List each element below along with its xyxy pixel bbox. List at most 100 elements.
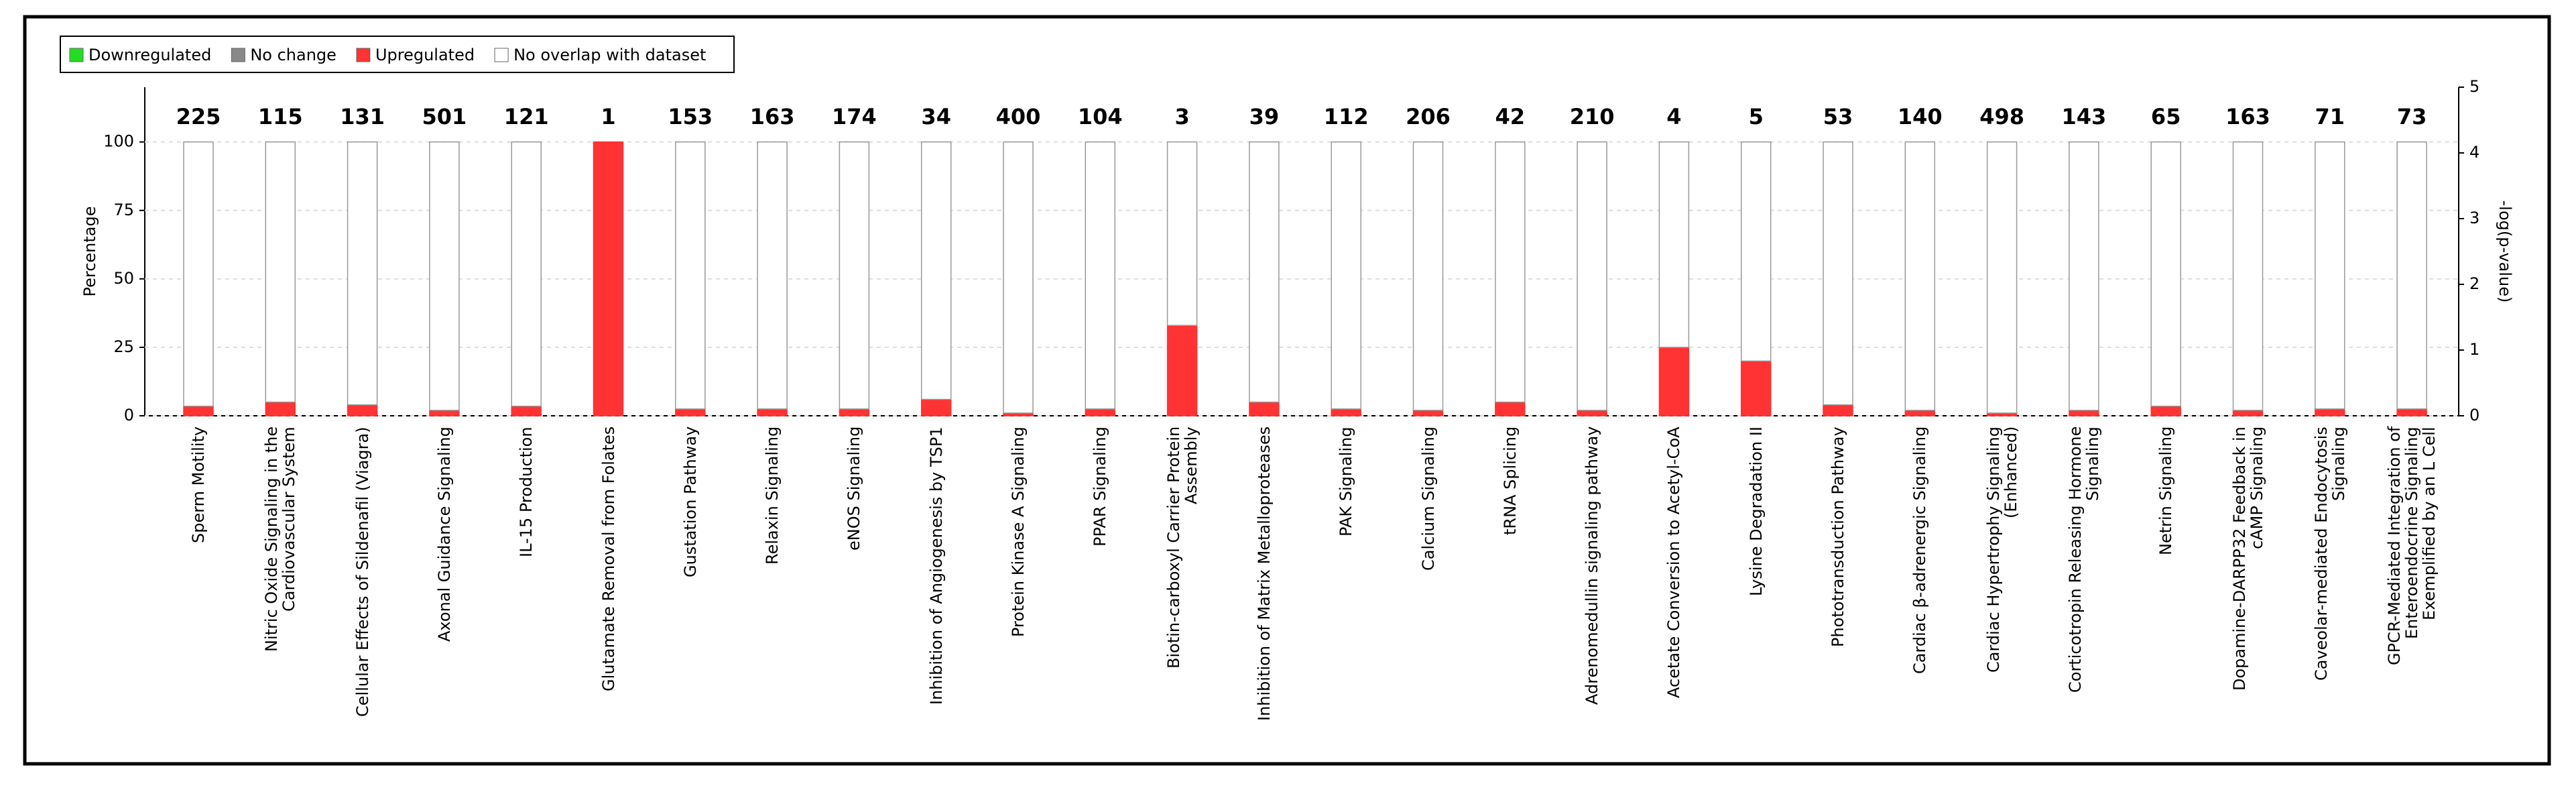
bar-segment bbox=[757, 141, 788, 410]
y-tick-label: 75 bbox=[113, 201, 134, 219]
x-tick-label: Corticotropin Releasing Hormone Signalin… bbox=[2065, 427, 2102, 693]
bar-total: 143 bbox=[2062, 104, 2107, 129]
x-tick-label: Cardiac Hypertrophy Signaling (Enhanced) bbox=[1983, 427, 2020, 673]
bar-total: 4 bbox=[1666, 104, 1681, 129]
bar-segment bbox=[839, 141, 870, 410]
bar-segment bbox=[2069, 141, 2099, 411]
bar-segment bbox=[593, 141, 624, 416]
bar-total: 210 bbox=[1570, 104, 1615, 129]
bar-segment bbox=[1166, 141, 1198, 327]
x-tick-label: Netrin Signaling bbox=[2156, 427, 2176, 556]
x-tick-label: Inhibition of Angiogenesis by TSP1 bbox=[926, 427, 946, 705]
bar-total: 39 bbox=[1249, 104, 1280, 129]
bar-total: 112 bbox=[1324, 104, 1369, 129]
bar-total: 498 bbox=[1979, 104, 2024, 129]
y-tick-label: 0 bbox=[124, 406, 134, 424]
legend-label: No overlap with dataset bbox=[513, 46, 706, 64]
x-tick-label: Glutamate Removal from Folates bbox=[599, 427, 618, 692]
x-tick-label: Nitric Oxide Signaling in the Cardiovasc… bbox=[262, 427, 299, 653]
bar-total: 73 bbox=[2397, 104, 2427, 129]
bar-segment bbox=[429, 141, 460, 411]
legend-swatch bbox=[231, 48, 245, 62]
bar-segment bbox=[2150, 141, 2181, 407]
bar-total: 400 bbox=[996, 104, 1041, 129]
x-tick-label: eNOS Signaling bbox=[845, 427, 864, 551]
bar-segment bbox=[1740, 360, 1772, 416]
bar-segment bbox=[1085, 141, 1116, 410]
bar-segment bbox=[347, 141, 378, 406]
bar-segment bbox=[265, 141, 296, 403]
x-tick-label: Protein Kinase A Signaling bbox=[1009, 427, 1028, 637]
bar-segment bbox=[2069, 410, 2099, 416]
bar-segment bbox=[2232, 141, 2264, 411]
x-tick-label: PPAR Signaling bbox=[1091, 427, 1110, 547]
x-tick-label: PAK Signaling bbox=[1337, 427, 1356, 536]
x-tick-label: Lysine Degradation II bbox=[1746, 427, 1766, 596]
bar-segment bbox=[1249, 401, 1280, 416]
bar-segment bbox=[920, 141, 952, 400]
x-tick-label: Cardiac β-adrenergic Signaling bbox=[1910, 427, 1930, 675]
bar-total: 104 bbox=[1078, 104, 1123, 129]
y2-tick-label: 5 bbox=[2469, 77, 2479, 96]
bar-segment bbox=[1412, 141, 1444, 411]
bar-segment bbox=[511, 405, 542, 416]
bar-segment bbox=[1085, 408, 1116, 416]
bar-segment bbox=[2396, 141, 2427, 410]
bar-segment bbox=[920, 398, 952, 416]
y-axis-title: Percentage bbox=[80, 206, 99, 296]
y2-tick-label: 0 bbox=[2469, 406, 2479, 424]
bar-segment bbox=[2150, 405, 2181, 416]
bar-total: 163 bbox=[2225, 104, 2270, 129]
bar-segment bbox=[1986, 141, 2018, 414]
bar-segment bbox=[2315, 408, 2345, 416]
legend-label: Upregulated bbox=[375, 46, 475, 64]
y2-axis-title: -log(p-value) bbox=[2496, 201, 2514, 303]
legend-swatch bbox=[69, 48, 84, 62]
bar-total: 140 bbox=[1898, 104, 1943, 129]
bar-total: 206 bbox=[1406, 104, 1451, 129]
y-tick-label: 100 bbox=[103, 132, 134, 151]
bar-total: 71 bbox=[2315, 104, 2345, 129]
x-tick-label: Calcium Signaling bbox=[1418, 427, 1438, 571]
bar-segment bbox=[1003, 141, 1034, 414]
bar-total: 121 bbox=[504, 104, 549, 129]
bar-segment bbox=[1823, 404, 1853, 416]
legend-swatch bbox=[494, 48, 509, 62]
bar-segment bbox=[1166, 325, 1198, 416]
bar-segment bbox=[1495, 141, 1526, 403]
x-tick-label: Cellular Effects of Sildenafil (Viagra) bbox=[353, 427, 372, 717]
bar-total: 34 bbox=[921, 104, 951, 129]
bar-total: 5 bbox=[1749, 104, 1764, 129]
bar-segment bbox=[1823, 141, 1853, 406]
legend-swatch bbox=[356, 48, 371, 62]
bar-segment bbox=[347, 404, 378, 416]
bar-total: 174 bbox=[832, 104, 877, 129]
x-tick-label: Biotin-carboxyl Carrier Protein Assembly bbox=[1164, 427, 1201, 669]
y2-tick-label: 4 bbox=[2469, 143, 2479, 162]
bar-total: 131 bbox=[340, 104, 385, 129]
frame bbox=[23, 15, 2551, 766]
y-tick-label: 50 bbox=[113, 269, 134, 288]
x-tick-label: IL-15 Production bbox=[517, 427, 536, 557]
x-tick-label: Caveolar-mediated Endocytosis Signaling bbox=[2311, 427, 2348, 681]
bar-total: 1 bbox=[601, 104, 615, 129]
bar-segment bbox=[1740, 141, 1772, 362]
bar-segment bbox=[1658, 347, 1690, 416]
x-tick-label: GPCR-Mediated Integration of Enteroendoc… bbox=[2385, 427, 2439, 666]
y2-tick-label: 2 bbox=[2469, 274, 2479, 293]
bar-segment bbox=[1495, 401, 1526, 416]
bar-segment bbox=[675, 408, 706, 416]
bar-segment bbox=[1412, 410, 1444, 416]
bar-segment bbox=[429, 410, 460, 416]
bar-segment bbox=[757, 408, 788, 416]
bar-total: 115 bbox=[258, 104, 303, 129]
bar-total: 65 bbox=[2151, 104, 2181, 129]
bar-segment bbox=[1577, 410, 1607, 416]
bar-total: 225 bbox=[176, 104, 221, 129]
bar-segment bbox=[1331, 408, 1361, 416]
bar-total: 3 bbox=[1174, 104, 1189, 129]
legend-label: Downregulated bbox=[88, 46, 211, 64]
bar-segment bbox=[675, 141, 706, 410]
y2-tick-label: 1 bbox=[2469, 340, 2479, 359]
